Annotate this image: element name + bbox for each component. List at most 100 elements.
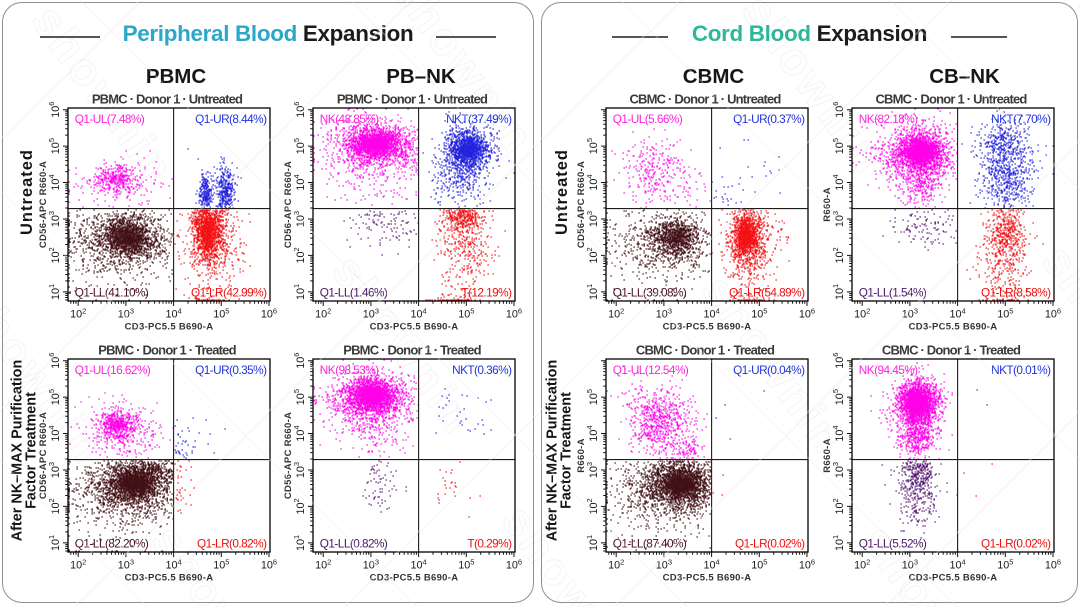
svg-text:103: 103 [363,558,379,572]
svg-text:103: 103 [292,462,307,478]
svg-text:Q1-LR(0.82%): Q1-LR(0.82%) [197,537,267,551]
svg-text:103: 103 [47,462,62,478]
svg-text:PBMC · Donor 1 · Treated: PBMC · Donor 1 · Treated [98,343,236,358]
svg-text:104: 104 [47,425,62,441]
svg-text:104: 104 [949,307,965,321]
svg-text:103: 103 [584,462,599,478]
svg-text:102: 102 [584,498,599,514]
svg-text:102: 102 [830,498,845,514]
svg-text:101: 101 [47,284,62,300]
svg-text:Q1-LR(8.58%): Q1-LR(8.58%) [981,286,1051,300]
svg-text:106: 106 [506,558,522,572]
svg-text:R660-A: R660-A [821,438,832,473]
svg-text:106: 106 [830,353,845,369]
svg-text:106: 106 [47,102,62,118]
svg-text:105: 105 [997,307,1013,321]
svg-text:CD3-PC5.5 B690-A: CD3-PC5.5 B690-A [662,321,751,332]
svg-text:105: 105 [584,389,599,405]
svg-text:NKT(7.70%): NKT(7.70%) [991,112,1051,126]
svg-text:106: 106 [1044,558,1060,572]
svg-text:104: 104 [703,307,719,321]
svg-text:105: 105 [830,389,845,405]
svg-text:104: 104 [292,174,307,190]
svg-text:CD3-PC5.5 B690-A: CD3-PC5.5 B690-A [662,572,751,583]
svg-text:Q1-UL(5.66%): Q1-UL(5.66%) [612,112,682,126]
svg-text:103: 103 [363,307,379,321]
svg-text:Q1-UR(0.37%): Q1-UR(0.37%) [733,112,805,126]
svg-text:CD3-PC5.5 B690-A: CD3-PC5.5 B690-A [908,572,997,583]
svg-text:Q1-UR(8.44%): Q1-UR(8.44%) [195,112,267,126]
svg-text:102: 102 [315,558,331,572]
svg-text:105: 105 [213,307,229,321]
svg-text:CD56-APC R660-A: CD56-APC R660-A [38,161,49,248]
svg-text:103: 103 [118,307,134,321]
svg-text:104: 104 [830,425,845,441]
svg-text:103: 103 [655,558,671,572]
svg-text:Q1-LL(82.20%): Q1-LL(82.20%) [75,537,149,551]
svg-text:102: 102 [854,307,870,321]
svg-text:102: 102 [292,247,307,263]
svg-text:101: 101 [830,284,845,300]
svg-text:CBMC · Donor 1 · Untreated: CBMC · Donor 1 · Untreated [629,92,781,107]
svg-text:103: 103 [655,307,671,321]
svg-text:102: 102 [292,498,307,514]
svg-text:104: 104 [703,558,719,572]
svg-text:104: 104 [830,174,845,190]
svg-text:102: 102 [830,247,845,263]
svg-text:101: 101 [830,535,845,551]
svg-text:102: 102 [47,247,62,263]
svg-text:PBMC · Donor 1 · Untreated: PBMC · Donor 1 · Untreated [92,92,243,107]
svg-text:R660-A: R660-A [821,187,832,222]
svg-text:Q1-LR(0.02%): Q1-LR(0.02%) [735,537,805,551]
svg-text:102: 102 [315,307,331,321]
svg-text:105: 105 [292,138,307,154]
svg-text:105: 105 [751,558,767,572]
svg-text:103: 103 [830,211,845,227]
svg-text:CBMC · Donor 1 · Treated: CBMC · Donor 1 · Treated [881,343,1020,358]
svg-text:105: 105 [997,558,1013,572]
svg-text:104: 104 [292,425,307,441]
svg-text:Q1-LL(5.52%): Q1-LL(5.52%) [858,537,926,551]
svg-text:104: 104 [411,307,427,321]
svg-text:104: 104 [949,558,965,572]
svg-text:Q1-LR(42.99%): Q1-LR(42.99%) [191,286,267,300]
svg-text:102: 102 [584,247,599,263]
svg-text:102: 102 [47,498,62,514]
svg-text:103: 103 [901,558,917,572]
svg-text:103: 103 [830,462,845,478]
svg-text:105: 105 [584,138,599,154]
svg-text:105: 105 [47,138,62,154]
svg-text:Q1-LL(1.54%): Q1-LL(1.54%) [858,286,926,300]
svg-text:NK(98.53%): NK(98.53%) [320,363,379,377]
svg-text:102: 102 [608,558,624,572]
svg-text:103: 103 [47,211,62,227]
svg-text:CD56-APC R660-A: CD56-APC R660-A [283,412,294,499]
svg-text:101: 101 [584,284,599,300]
svg-text:106: 106 [1044,307,1060,321]
svg-text:103: 103 [901,307,917,321]
svg-text:CD3-PC5.5 B690-A: CD3-PC5.5 B690-A [908,321,997,332]
svg-text:CD3-PC5.5 B690-A: CD3-PC5.5 B690-A [370,321,459,332]
svg-text:102: 102 [70,307,86,321]
svg-text:104: 104 [584,174,599,190]
svg-text:PBMC · Donor 1 · Treated: PBMC · Donor 1 · Treated [343,343,481,358]
svg-text:Q1-LL(41.10%): Q1-LL(41.10%) [75,286,149,300]
svg-text:NK(94.45%): NK(94.45%) [858,363,917,377]
svg-text:CBMC · Donor 1 · Untreated: CBMC · Donor 1 · Untreated [875,92,1027,107]
svg-text:NKT(0.01%): NKT(0.01%) [991,363,1051,377]
svg-text:CD3-PC5.5 B690-A: CD3-PC5.5 B690-A [125,572,214,583]
svg-text:NKT(0.36%): NKT(0.36%) [452,363,512,377]
svg-text:101: 101 [584,535,599,551]
svg-text:106: 106 [830,102,845,118]
svg-text:106: 106 [47,353,62,369]
svg-text:105: 105 [458,307,474,321]
svg-text:Q1-LL(87.40%): Q1-LL(87.40%) [612,537,686,551]
svg-text:CD56-APC R660-A: CD56-APC R660-A [575,161,586,248]
svg-text:101: 101 [292,535,307,551]
svg-text:Q1-LR(0.02%): Q1-LR(0.02%) [981,537,1051,551]
svg-text:Q1-LL(1.46%): Q1-LL(1.46%) [320,286,388,300]
svg-text:104: 104 [166,307,182,321]
svg-text:103: 103 [584,211,599,227]
svg-text:Q1-UR(0.35%): Q1-UR(0.35%) [195,363,267,377]
svg-text:CD56-APC R660-A: CD56-APC R660-A [38,412,49,499]
